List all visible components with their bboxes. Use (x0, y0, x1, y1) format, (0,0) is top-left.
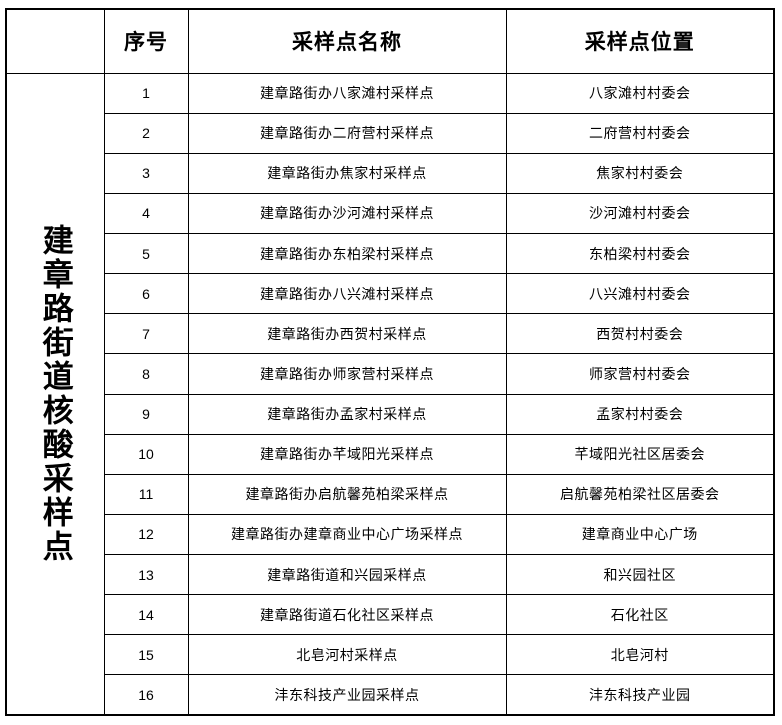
row-site-location: 焦家村村委会 (505, 152, 775, 194)
table-row: 建章路街道核酸采样点 1 建章路街办八家滩村采样点 八家滩村村委会 (5, 72, 775, 716)
row-site-name: 建章路街办启航馨苑柏梁采样点 (187, 473, 507, 515)
row-seq: 13 (103, 553, 189, 596)
row-site-location: 沙河滩村村委会 (505, 192, 775, 235)
row-site-location: 沣东科技产业园 (505, 674, 775, 716)
column-header-location: 采样点位置 (505, 8, 775, 74)
row-site-location: 北皂河村 (505, 634, 775, 676)
row-seq: 14 (103, 594, 189, 636)
row-seq: 5 (103, 232, 189, 275)
row-site-location: 西贺村村委会 (505, 313, 775, 355)
row-site-location: 启航馨苑柏梁社区居委会 (505, 473, 775, 515)
row-site-location: 东柏梁村村委会 (505, 232, 775, 275)
table-row: 11 建章路街办启航馨苑柏梁采样点 启航馨苑柏梁社区居委会 (6, 473, 775, 515)
table-row: 15 北皂河村采样点 北皂河村 (6, 634, 775, 676)
row-site-location: 孟家村村委会 (505, 393, 775, 435)
table-row: 14 建章路街道石化社区采样点 石化社区 (6, 594, 775, 636)
row-seq: 2 (103, 112, 189, 154)
row-site-location: 石化社区 (505, 594, 775, 636)
table-row: 8 建章路街办师家营村采样点 师家营村村委会 (6, 353, 775, 395)
row-site-name: 建章路街办八兴滩村采样点 (187, 273, 507, 315)
header-row: 序号 采样点名称 采样点位置 (5, 8, 775, 74)
row-seq: 8 (103, 353, 189, 395)
table-row: 13 建章路街道和兴园采样点 和兴园社区 (6, 553, 775, 596)
street-title-vertical: 建章路街道核酸采样点 (5, 72, 105, 716)
table-row: 9 建章路街办孟家村采样点 孟家村村委会 (6, 393, 775, 435)
corner-cell (5, 8, 105, 74)
row-seq: 6 (103, 273, 189, 315)
row-site-location: 二府营村村委会 (505, 112, 775, 154)
row-site-location: 师家营村村委会 (505, 353, 775, 395)
table-row: 4 建章路街办沙河滩村采样点 沙河滩村村委会 (6, 192, 775, 235)
row-seq: 9 (103, 393, 189, 435)
table-row: 2 建章路街办二府营村采样点 二府营村村委会 (6, 112, 775, 154)
row-site-location: 和兴园社区 (505, 553, 775, 596)
row-site-name: 建章路街办东柏梁村采样点 (187, 232, 507, 275)
row-site-name: 建章路街道石化社区采样点 (187, 594, 507, 636)
table-row: 10 建章路街办芊域阳光采样点 芊域阳光社区居委会 (6, 433, 775, 475)
row-seq: 3 (103, 152, 189, 194)
row-site-name: 建章路街办西贺村采样点 (187, 313, 507, 355)
row-site-name: 北皂河村采样点 (187, 634, 507, 676)
row-site-name: 建章路街办师家营村采样点 (187, 353, 507, 395)
row-site-name: 建章路街办建章商业中心广场采样点 (187, 513, 507, 556)
row-site-name: 建章路街办芊域阳光采样点 (187, 433, 507, 475)
table-row: 5 建章路街办东柏梁村采样点 东柏梁村村委会 (6, 232, 775, 275)
row-site-location: 八家滩村村委会 (505, 72, 775, 114)
table-row: 12 建章路街办建章商业中心广场采样点 建章商业中心广场 (6, 513, 775, 556)
row-site-location: 建章商业中心广场 (505, 513, 775, 556)
row-site-name: 建章路街办八家滩村采样点 (187, 72, 507, 114)
row-seq: 11 (103, 473, 189, 515)
table-row: 3 建章路街办焦家村采样点 焦家村村委会 (6, 152, 775, 194)
column-header-name: 采样点名称 (187, 8, 507, 74)
table-row: 7 建章路街办西贺村采样点 西贺村村委会 (6, 313, 775, 355)
sampling-points-table: 序号 采样点名称 采样点位置 建章路街道核酸采样点 1 建章路街办八家滩村采样点 八家… (5, 8, 775, 716)
row-seq: 12 (103, 513, 189, 556)
row-site-name: 建章路街办焦家村采样点 (187, 152, 507, 194)
row-site-name: 建章路街道和兴园采样点 (187, 553, 507, 596)
table-body: 建章路街道核酸采样点 1 建章路街办八家滩村采样点 八家滩村村委会 2 建章路街办二府营村… (5, 72, 775, 716)
table-row: 16 沣东科技产业园采样点 沣东科技产业园 (6, 674, 775, 716)
column-header-seq: 序号 (103, 8, 189, 74)
row-seq: 16 (103, 674, 189, 716)
row-site-name: 建章路街办沙河滩村采样点 (187, 192, 507, 235)
row-site-location: 芊域阳光社区居委会 (505, 433, 775, 475)
row-seq: 4 (103, 192, 189, 235)
row-site-name: 建章路街办孟家村采样点 (187, 393, 507, 435)
row-seq: 1 (103, 72, 189, 114)
row-site-location: 八兴滩村村委会 (505, 273, 775, 315)
row-seq: 10 (103, 433, 189, 475)
table-row: 6 建章路街办八兴滩村采样点 八兴滩村村委会 (6, 273, 775, 315)
row-site-name: 建章路街办二府营村采样点 (187, 112, 507, 154)
row-site-name: 沣东科技产业园采样点 (187, 674, 507, 716)
row-seq: 7 (103, 313, 189, 355)
row-seq: 15 (103, 634, 189, 676)
